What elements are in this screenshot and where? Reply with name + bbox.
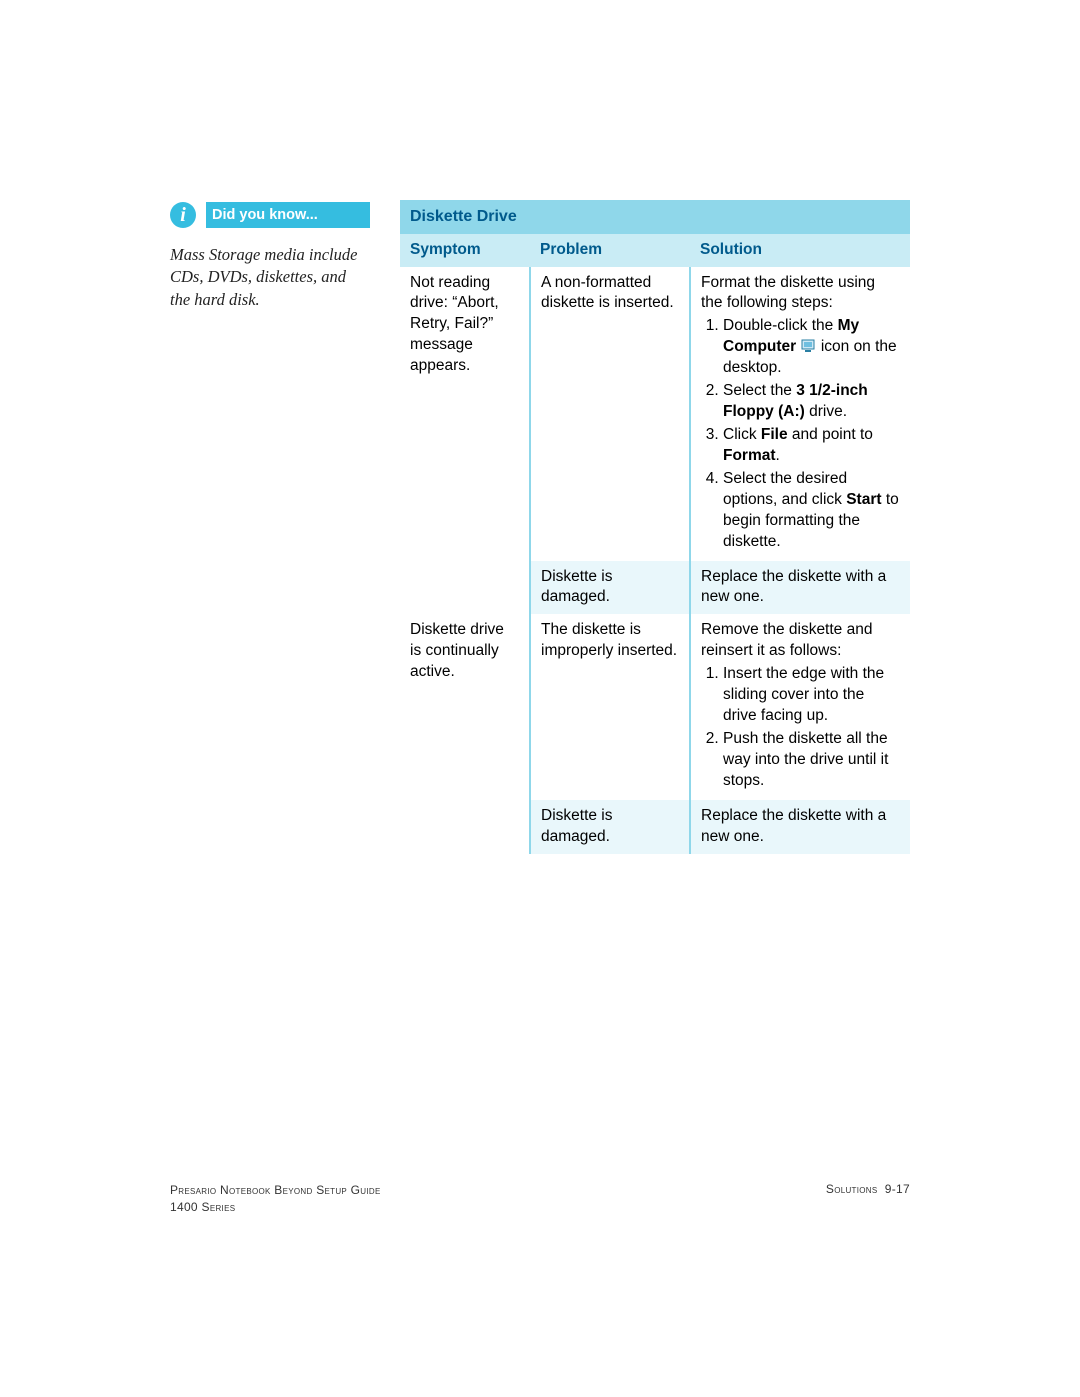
problem-cell: Diskette is damaged. — [530, 561, 690, 615]
step-bold: Start — [846, 491, 881, 508]
my-computer-icon — [801, 339, 817, 353]
troubleshooting-table-container: Diskette Drive Symptom Problem Solution … — [400, 200, 910, 854]
step: Click File and point to Format. — [723, 425, 900, 467]
symptom-cell: Diskette drive is continually active. — [400, 614, 530, 853]
step-bold: File — [761, 426, 788, 443]
did-you-know-badge: i Did you know... — [170, 200, 370, 230]
col-header-solution: Solution — [690, 234, 910, 267]
step: Push the diskette all the way into the d… — [723, 729, 900, 792]
step: Insert the edge with the sliding cover i… — [723, 664, 900, 727]
solution-steps: Double-click the My Computer icon on the… — [701, 316, 900, 552]
table-title-row: Diskette Drive — [400, 200, 910, 234]
footer-guide-title: Presario Notebook Beyond Setup Guide — [170, 1183, 381, 1197]
footer-right: Solutions 9-17 — [826, 1182, 910, 1196]
solution-cell: Remove the diskette and reinsert it as f… — [690, 614, 910, 799]
step-text: . — [776, 447, 780, 464]
step-text: Select the desired options, and click — [723, 470, 847, 508]
problem-cell: A non-formatted diskette is inserted. — [530, 267, 690, 561]
solution-cell: Replace the diskette with a new one. — [690, 561, 910, 615]
step-text: drive. — [805, 403, 847, 420]
table-header-row: Symptom Problem Solution — [400, 234, 910, 267]
badge-label: Did you know... — [206, 202, 370, 228]
page-footer: Presario Notebook Beyond Setup Guide 140… — [170, 1182, 910, 1216]
step-text: and point to — [788, 426, 873, 443]
step-text: Click — [723, 426, 761, 443]
solution-cell: Replace the diskette with a new one. — [690, 800, 910, 854]
step: Select the desired options, and click St… — [723, 469, 900, 553]
col-header-problem: Problem — [530, 234, 690, 267]
footer-page-number: 9-17 — [885, 1182, 910, 1196]
sidebar-tip-text: Mass Storage media include CDs, DVDs, di… — [170, 244, 370, 311]
solution-intro: Format the diskette using the following … — [701, 274, 875, 312]
table-row: Diskette drive is continually active. Th… — [400, 614, 910, 799]
problem-cell: Diskette is damaged. — [530, 800, 690, 854]
footer-series: 1400 Series — [170, 1200, 235, 1214]
table-row: Not reading drive: “Abort, Retry, Fail?”… — [400, 267, 910, 561]
step-text: Select the — [723, 382, 796, 399]
table-title: Diskette Drive — [400, 200, 910, 234]
sidebar: i Did you know... Mass Storage media inc… — [170, 200, 370, 311]
diskette-drive-table: Diskette Drive Symptom Problem Solution … — [400, 200, 910, 854]
symptom-cell: Not reading drive: “Abort, Retry, Fail?”… — [400, 267, 530, 615]
footer-section: Solutions — [826, 1182, 878, 1196]
step: Double-click the My Computer icon on the… — [723, 316, 900, 379]
step-text: Double-click the — [723, 317, 838, 334]
step-text: Push the diskette all the way into the d… — [723, 730, 888, 789]
page-content: i Did you know... Mass Storage media inc… — [170, 200, 910, 854]
problem-cell: The diskette is improperly inserted. — [530, 614, 690, 799]
info-icon: i — [170, 202, 196, 228]
step-text: Insert the edge with the sliding cover i… — [723, 665, 884, 724]
solution-intro: Remove the diskette and reinsert it as f… — [701, 621, 872, 659]
step-bold: Format — [723, 447, 776, 464]
solution-steps: Insert the edge with the sliding cover i… — [701, 664, 900, 792]
step: Select the 3 1/2-inch Floppy (A:) drive. — [723, 381, 900, 423]
col-header-symptom: Symptom — [400, 234, 530, 267]
footer-left: Presario Notebook Beyond Setup Guide 140… — [170, 1182, 381, 1216]
solution-cell: Format the diskette using the following … — [690, 267, 910, 561]
